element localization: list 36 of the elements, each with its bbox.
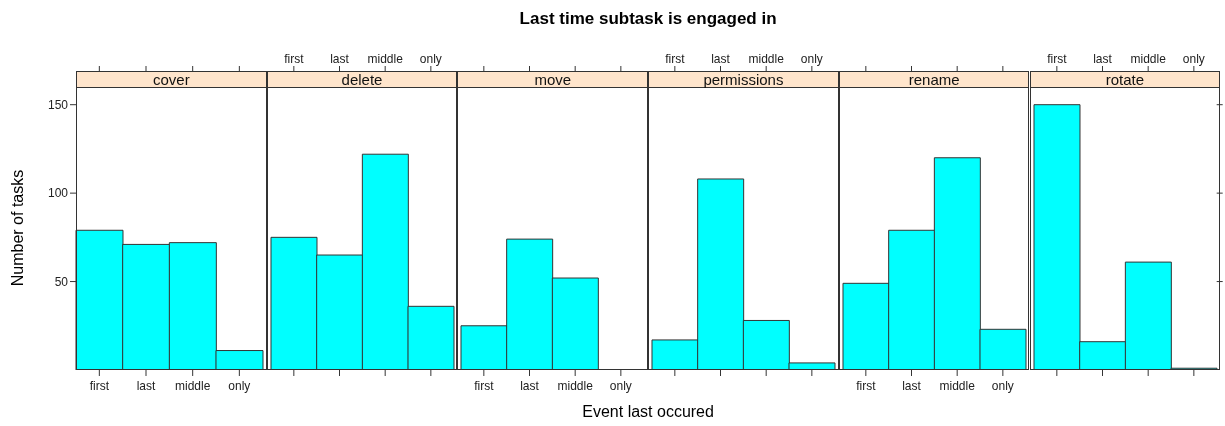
x-tick-label: last [901, 378, 922, 393]
x-tick-label: only [228, 378, 251, 393]
x-tick-label: first [474, 378, 495, 393]
x-tick-label: only [991, 378, 1014, 393]
x-tick-label: only [1182, 52, 1205, 67]
x-tick-label: only [610, 378, 633, 393]
x-tick-label: last [711, 52, 731, 67]
x-tick-label: first [855, 378, 876, 393]
x-tick-label: first [1046, 52, 1067, 67]
x-tick-label: last [1092, 52, 1112, 67]
x-tick-label: last [329, 52, 350, 67]
chart-title: rotate [1029, 71, 1221, 88]
x-tick-label: last [520, 378, 540, 393]
chart-title: cover [76, 71, 267, 88]
x-tick-label: middle [557, 378, 594, 393]
x-tick-label: middle [1130, 52, 1166, 67]
y-tick-label: 50 [54, 274, 69, 289]
x-tick-label: last [136, 378, 156, 393]
text: Last time subtask is engaged in [518, 9, 778, 29]
chart-title: delete [266, 71, 458, 88]
x-tick-label: first [665, 52, 686, 67]
y-tick-label: 150 [48, 97, 69, 112]
x-tick-label: middle [175, 378, 211, 393]
chart-title: move [457, 71, 649, 88]
x-tick-label: middle [367, 52, 403, 67]
x-tick-label: first [89, 378, 110, 393]
x-tick-label: middle [748, 52, 785, 67]
chart-title: permissions [648, 71, 839, 88]
text: Event last occured [581, 403, 715, 421]
x-tick-label: only [800, 52, 823, 67]
x-tick-label: first [283, 52, 304, 67]
x-tick-label: only [419, 52, 442, 67]
x-tick-label: middle [939, 378, 975, 393]
chart-title: rename [838, 71, 1030, 88]
y-axis-title: Number of tasks [9, 169, 27, 287]
y-tick-label: 100 [48, 186, 69, 201]
